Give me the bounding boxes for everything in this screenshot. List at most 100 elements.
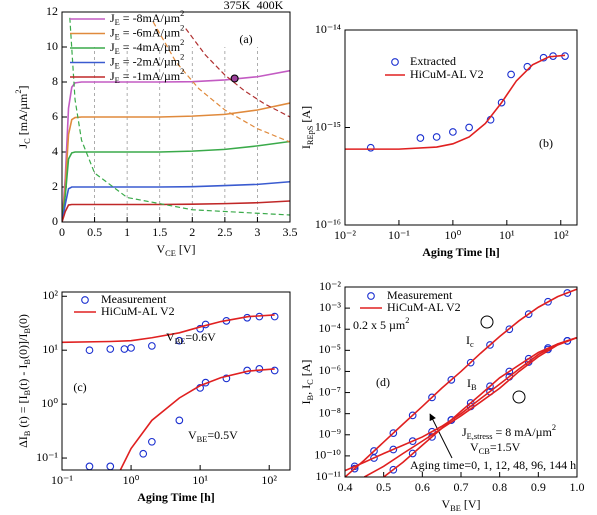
y-tick-label: 8 bbox=[52, 74, 58, 88]
data-point bbox=[465, 123, 473, 132]
y-tick-label: 10² bbox=[42, 288, 58, 302]
data-point bbox=[222, 374, 231, 383]
y-tick-label: 10⁻¹¹ bbox=[315, 469, 341, 483]
text-part: J bbox=[110, 40, 115, 54]
x-tick-label: 1 bbox=[124, 225, 130, 239]
y-tick-label: 10⁰ bbox=[41, 396, 58, 410]
x-tick-label: 3.5 bbox=[283, 225, 298, 239]
data-point bbox=[432, 133, 441, 141]
y-tick-label: 2 bbox=[52, 179, 58, 193]
text-part: I bbox=[299, 145, 313, 149]
data-point bbox=[106, 462, 115, 470]
text-part: B bbox=[306, 394, 315, 400]
text-part: (0)]/I bbox=[16, 334, 30, 359]
text-part: =0.5V bbox=[207, 428, 238, 442]
text-part: 2 bbox=[180, 38, 184, 47]
series-line bbox=[62, 200, 290, 222]
text-part: B bbox=[471, 383, 477, 392]
text-part: 2 bbox=[14, 89, 23, 93]
data-point bbox=[120, 345, 129, 353]
series-line bbox=[62, 314, 275, 344]
text-part: C bbox=[306, 379, 315, 385]
data-point bbox=[486, 382, 494, 391]
y-axis-label: IB, IC [A] bbox=[299, 360, 316, 405]
series-line bbox=[185, 28, 290, 118]
text-part: B bbox=[23, 430, 32, 436]
text-part: = 8 mA/µm bbox=[493, 425, 553, 439]
legend-marker bbox=[367, 292, 375, 300]
y-tick-label: 10⁻¹⁵ bbox=[315, 119, 341, 133]
data-point bbox=[486, 341, 494, 349]
data-point bbox=[389, 465, 398, 474]
plot-frame bbox=[61, 291, 291, 471]
panel-label: (b) bbox=[539, 136, 553, 150]
text-part: = -2mA/µm bbox=[120, 54, 181, 68]
ic-callout bbox=[480, 315, 494, 329]
y-axis-label: IREpS [A] bbox=[299, 106, 316, 149]
text-part: J bbox=[110, 69, 115, 83]
text-part: V bbox=[470, 440, 479, 454]
text-part: BE bbox=[197, 435, 208, 444]
annotation: 400K bbox=[257, 0, 284, 12]
data-point bbox=[139, 449, 148, 458]
x-tick-label: 2.5 bbox=[217, 225, 232, 239]
series-line bbox=[62, 180, 290, 222]
data-point bbox=[230, 74, 239, 83]
x-tick-label: 0.5 bbox=[87, 225, 102, 239]
x-tick-label: 1.0 bbox=[570, 480, 585, 494]
aging-arrow bbox=[429, 413, 453, 459]
x-tick-label: 0.8 bbox=[492, 480, 507, 494]
text-part: B bbox=[23, 359, 32, 365]
data-point bbox=[466, 358, 475, 367]
plot-area bbox=[345, 288, 577, 477]
text-part: V bbox=[441, 497, 450, 511]
data-point bbox=[389, 445, 398, 454]
text-part: E bbox=[115, 33, 120, 42]
text-part: E,stress bbox=[467, 432, 493, 441]
text-part: J bbox=[462, 425, 467, 439]
plot-frame bbox=[344, 29, 578, 226]
ib-callout bbox=[512, 390, 526, 404]
x-tick-label: 0.6 bbox=[415, 480, 430, 494]
text-part: ΔI bbox=[16, 436, 30, 448]
text-part: = -4mA/µm bbox=[120, 40, 181, 54]
text-part: J bbox=[110, 54, 115, 68]
y-tick-label: 10⁻⁴ bbox=[318, 321, 341, 335]
series-line bbox=[62, 102, 290, 222]
text-part: CE bbox=[165, 249, 176, 258]
text-part: V bbox=[188, 428, 197, 442]
text-part: 2 bbox=[180, 67, 184, 76]
text-part: (t) - I bbox=[16, 365, 30, 390]
data-point bbox=[148, 437, 156, 446]
text-part: E bbox=[115, 62, 120, 71]
series-line bbox=[345, 336, 577, 472]
series-line bbox=[119, 368, 275, 470]
y-tick-label: 6 bbox=[52, 109, 58, 123]
legend-label: Measurement bbox=[101, 292, 167, 306]
x-axis-label: VBE [V] bbox=[441, 497, 480, 514]
data-point bbox=[408, 437, 417, 445]
text-part: , I bbox=[299, 385, 313, 395]
legend-marker bbox=[391, 58, 399, 66]
data-point bbox=[270, 366, 279, 375]
data-point bbox=[148, 342, 156, 350]
annotation: IB bbox=[467, 376, 477, 393]
legend-label: JE = -8mA/µm2 bbox=[110, 9, 184, 27]
x-axis-label: Aging Time [h] bbox=[422, 245, 500, 259]
data-point bbox=[408, 411, 417, 420]
legend-label: HiCuM-AL V2 bbox=[387, 300, 461, 314]
legend-label: Measurement bbox=[387, 288, 453, 302]
text-part: [A] bbox=[299, 106, 313, 126]
text-part: c bbox=[470, 340, 474, 349]
x-tick-label: 3 bbox=[254, 225, 260, 239]
text-part: 2 bbox=[180, 53, 184, 62]
text-part: V bbox=[156, 242, 165, 256]
x-tick-label: 10⁰ bbox=[444, 228, 461, 242]
series-line bbox=[345, 54, 566, 150]
series-line bbox=[62, 69, 290, 222]
text-part: J bbox=[110, 25, 115, 39]
x-tick-label: 10⁻² bbox=[334, 228, 356, 242]
x-tick-label: 0.5 bbox=[376, 480, 391, 494]
data-point bbox=[428, 393, 436, 402]
y-tick-label: 10⁻² bbox=[319, 279, 341, 293]
